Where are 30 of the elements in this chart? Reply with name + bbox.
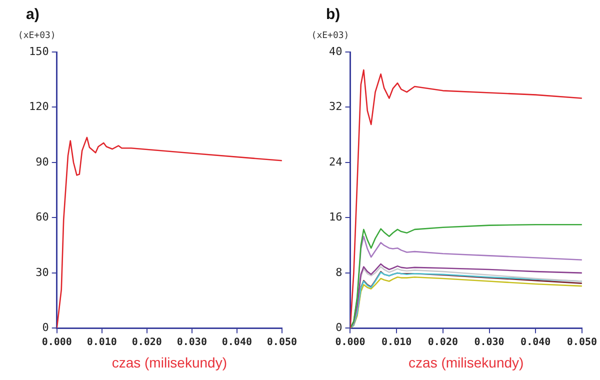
y-tick-label: 30 — [36, 266, 49, 279]
y-tick-label: 120 — [28, 100, 49, 114]
y-tick-label: 0 — [42, 321, 49, 334]
y-tick-label: 90 — [36, 155, 49, 168]
y-axis-title: (xE+03) — [18, 30, 56, 41]
x-tick-label: 0.020 — [428, 336, 458, 348]
x-tick-label: 0.000 — [335, 336, 366, 348]
x-tick-label: 0.020 — [132, 336, 162, 348]
x-tick-label: 0.030 — [176, 336, 207, 348]
y-tick-label: 0 — [336, 321, 342, 334]
x-tick-label: 0.040 — [222, 336, 252, 348]
x-tick-label: 0.040 — [520, 336, 551, 348]
x-tick-label: 0.010 — [86, 336, 117, 348]
x-tick-label: 0.010 — [382, 336, 412, 348]
x-tick-label: 0.050 — [266, 336, 298, 348]
x-axis-title: czas (milisekundy) — [408, 354, 524, 370]
y-tick-label: 24 — [328, 155, 343, 168]
y-axis-title: (xE+03) — [311, 30, 350, 41]
y-tick-label: 40 — [328, 44, 342, 58]
chart-title: b) — [326, 6, 340, 24]
x-tick-label: 0.030 — [474, 336, 504, 348]
y-tick-label: 60 — [36, 210, 49, 224]
chart-title: a) — [26, 6, 40, 24]
x-axis-title: czas (milisekundy) — [112, 354, 227, 370]
y-tick-label: 32 — [328, 100, 342, 114]
x-tick-label: 0.050 — [566, 336, 598, 348]
x-tick-label: 0.000 — [42, 336, 72, 348]
y-tick-label: 16 — [328, 210, 342, 224]
y-tick-label: 150 — [28, 44, 49, 58]
y-tick-label: 8 — [336, 266, 342, 279]
